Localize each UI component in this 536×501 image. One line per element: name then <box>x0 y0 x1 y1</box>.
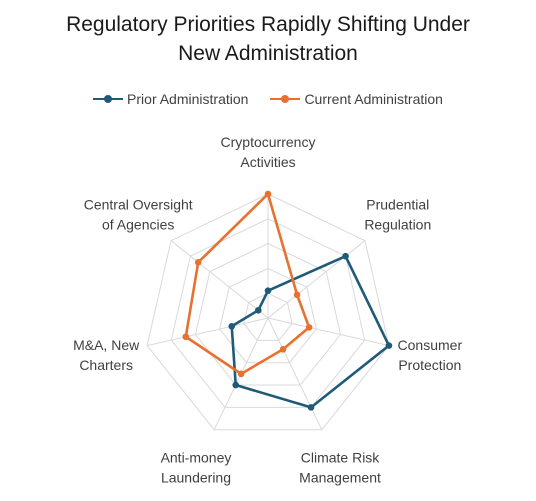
legend-item-current[interactable]: Current Administration <box>270 91 443 107</box>
grid-spoke <box>267 317 323 430</box>
data-point <box>342 252 349 260</box>
legend-swatch-current <box>270 94 301 104</box>
grid-ring <box>219 267 317 364</box>
data-point <box>305 324 313 331</box>
data-point <box>264 190 272 198</box>
data-point <box>293 291 301 299</box>
data-point <box>194 259 202 266</box>
grid-ring <box>146 193 390 431</box>
data-point <box>232 381 240 389</box>
grid-ring <box>243 292 293 341</box>
data-point <box>237 370 245 378</box>
data-point <box>228 322 236 330</box>
axis-label: Climate Risk Management <box>299 450 381 486</box>
grid-ring <box>170 218 366 408</box>
legend-item-prior[interactable]: Prior Administration <box>93 91 248 107</box>
axis-label: Anti-money Laundering <box>161 450 232 486</box>
data-point <box>255 306 262 314</box>
chart-title: Regulatory Priorities Rapidly Shifting U… <box>0 10 536 68</box>
axis-label: M&A, New Charters <box>73 337 140 373</box>
legend-swatch-prior <box>93 94 124 104</box>
chart-legend: Prior Administration Current Administrat… <box>0 91 536 107</box>
legend-label-current: Current Administration <box>304 91 443 107</box>
chart-title-line-2: New Administration <box>178 42 358 65</box>
series-line-current <box>184 192 311 376</box>
legend-label-prior: Prior Administration <box>127 91 249 107</box>
data-point <box>264 287 272 295</box>
grid-spoke <box>146 317 269 347</box>
axis-label: Prudential Regulation <box>364 197 431 233</box>
grid-spoke <box>267 317 390 347</box>
series-line-prior <box>230 254 391 409</box>
axis-label: Central Oversight of Agencies <box>84 197 193 233</box>
grid-spoke <box>267 240 366 319</box>
data-point <box>307 404 315 411</box>
data-point <box>182 333 190 341</box>
chart-title-line-1: Regulatory Priorities Rapidly Shifting U… <box>66 13 470 36</box>
grid-ring <box>194 243 342 386</box>
axis-label: Consumer Protection <box>398 337 463 373</box>
grid-spoke <box>170 240 269 319</box>
data-point <box>279 345 287 353</box>
data-point <box>385 342 393 349</box>
axis-label: Cryptocurrency Activities <box>221 134 316 170</box>
